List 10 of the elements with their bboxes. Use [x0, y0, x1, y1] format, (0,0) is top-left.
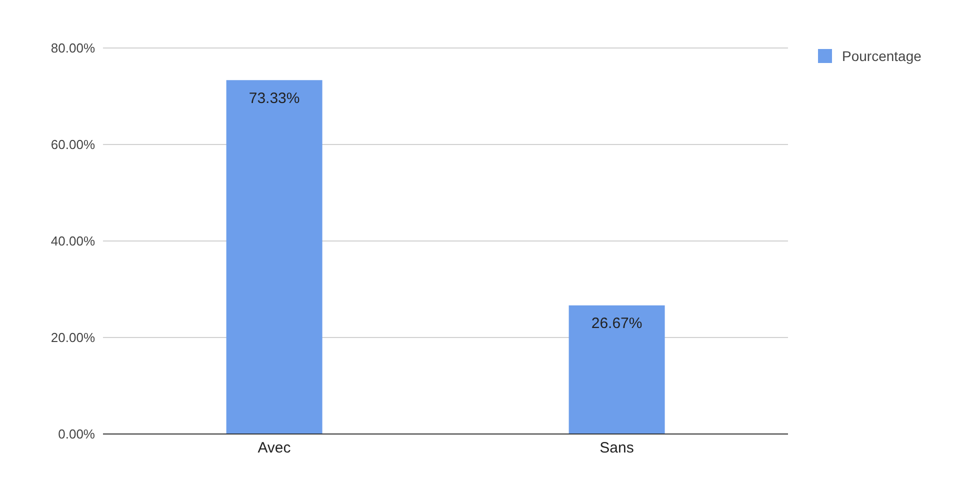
y-tick-label: 60.00%	[50, 137, 96, 152]
y-tick-label: 40.00%	[50, 234, 96, 249]
data-label: 73.33%	[248, 90, 300, 107]
x-tick-label: Avec	[258, 440, 292, 457]
legend-label: Pourcentage	[842, 48, 922, 64]
y-tick-label: 80.00%	[50, 40, 96, 56]
y-tick-label: 0.00%	[58, 426, 96, 442]
y-tick-label: 20.00%	[50, 330, 96, 346]
data-label: 26.67%	[591, 314, 642, 332]
x-tick-label: Sans	[600, 440, 634, 457]
